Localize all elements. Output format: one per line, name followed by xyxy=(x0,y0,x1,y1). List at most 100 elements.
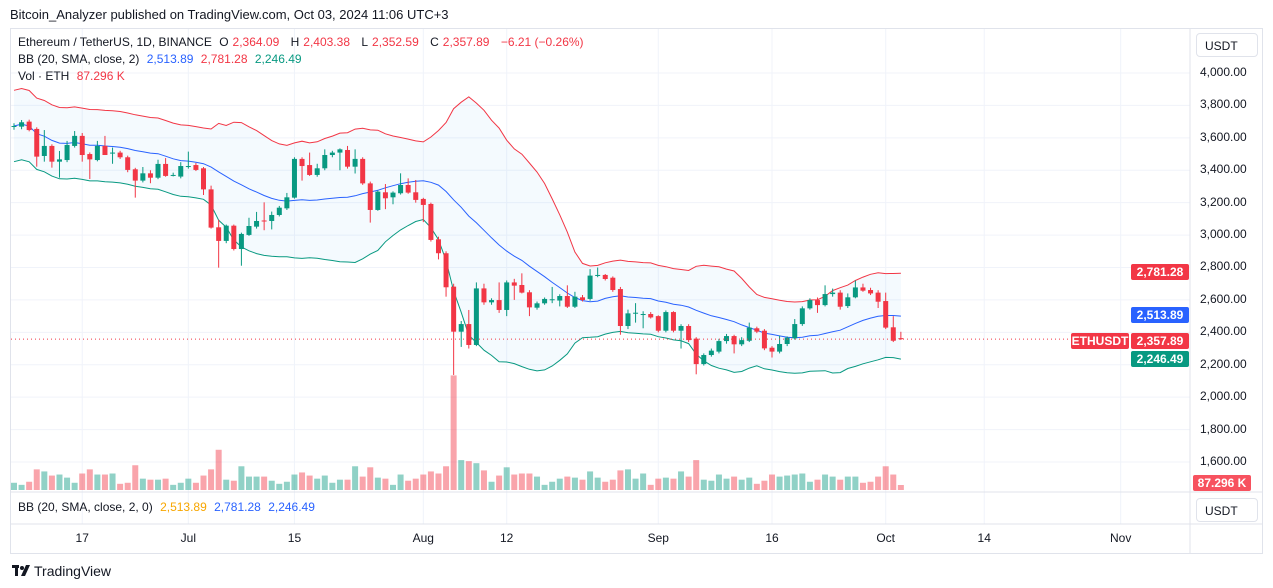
volume-bar xyxy=(753,483,760,490)
candle-body xyxy=(140,173,146,181)
volume-bar xyxy=(837,479,844,490)
candle-body xyxy=(678,326,684,331)
vol-value: 87.296 K xyxy=(76,69,125,83)
candle-body xyxy=(595,274,601,276)
volume-bar xyxy=(139,478,146,490)
volume-bar xyxy=(609,479,616,490)
y-tick-label: 2,200.00 xyxy=(1200,356,1247,371)
volume-bar xyxy=(761,480,768,490)
volume-bar xyxy=(321,475,328,490)
volume-bar xyxy=(18,484,25,490)
candle-body xyxy=(41,145,47,156)
volume-bar xyxy=(192,482,199,490)
volume-bar xyxy=(94,474,101,490)
volume-bar xyxy=(488,481,495,490)
y-tick-label: 2,800.00 xyxy=(1200,259,1247,274)
volume-bar xyxy=(177,482,184,490)
candle-body xyxy=(724,336,730,342)
lower-pane-currency-button[interactable]: USDT xyxy=(1196,498,1258,522)
candle-body xyxy=(110,152,116,154)
currency-button[interactable]: USDT xyxy=(1196,33,1258,57)
candle-body xyxy=(117,152,123,158)
volume-bar xyxy=(746,477,753,490)
candle-body xyxy=(147,173,153,178)
volume-bar xyxy=(397,474,404,490)
candle-body xyxy=(329,152,335,156)
volume-bar xyxy=(700,479,707,490)
candle-body xyxy=(64,144,70,161)
candle-body xyxy=(382,192,388,199)
candle-body xyxy=(94,145,100,161)
volume-bar xyxy=(579,479,586,490)
candle-body xyxy=(526,292,532,308)
candle-body xyxy=(26,121,32,131)
volume-bar xyxy=(897,484,904,490)
candle-body xyxy=(686,326,692,341)
volume-bar xyxy=(215,449,222,490)
bb-label[interactable]: BB (20, SMA, close, 2) xyxy=(18,52,140,66)
bb-upper-line xyxy=(13,87,901,303)
bb-basis-value: 2,513.89 xyxy=(146,52,194,66)
candle-body xyxy=(451,286,457,332)
volume-bar xyxy=(829,476,836,490)
volume-bar xyxy=(374,477,381,490)
y-tick-label: 2,400.00 xyxy=(1200,324,1247,339)
bb-upper-value: 2,781.28 xyxy=(200,52,248,66)
candle-body xyxy=(852,287,858,298)
volume-bar xyxy=(662,477,669,490)
candle-body xyxy=(102,145,108,156)
last-price-label: 2,357.89 xyxy=(1131,333,1189,349)
volume-bar xyxy=(465,461,472,490)
candle-body xyxy=(72,135,78,146)
volume-bar xyxy=(367,467,374,490)
lower-pane-legend: BB (20, SMA, close, 2, 0) 2,513.89 2,781… xyxy=(18,500,319,514)
candle-body xyxy=(201,168,206,190)
volume-bar xyxy=(594,477,601,490)
candle-body xyxy=(458,324,464,332)
candle-body xyxy=(693,338,699,365)
volume-bar xyxy=(33,469,40,490)
x-tick-label: Oct xyxy=(876,531,896,545)
volume-bar xyxy=(617,470,624,490)
y-tick-label: 4,000.00 xyxy=(1200,65,1247,79)
open-number: 2,364.09 xyxy=(232,35,280,49)
y-tick-label: 3,600.00 xyxy=(1200,129,1247,144)
y-tick-label: 3,800.00 xyxy=(1200,97,1247,112)
volume-bar xyxy=(473,463,480,490)
candle-body xyxy=(845,297,851,307)
volume-bar xyxy=(208,469,215,490)
close-label: C xyxy=(430,35,439,49)
volume-bar xyxy=(450,375,457,490)
symbol-title[interactable]: Ethereum / TetherUS, 1D, BINANCE xyxy=(18,35,212,49)
volume-bar xyxy=(715,474,722,490)
volume-bar xyxy=(86,469,93,490)
volume-bar xyxy=(48,475,55,490)
candle-body xyxy=(708,350,714,356)
volume-bar xyxy=(109,473,116,490)
candle-body xyxy=(246,226,252,235)
candle-body xyxy=(49,145,55,162)
candle-body xyxy=(367,183,373,210)
volume-bar xyxy=(799,473,806,490)
volume-bar xyxy=(405,480,412,490)
volume-bar xyxy=(314,478,321,490)
candle-body xyxy=(375,191,381,210)
candle-body xyxy=(170,174,176,176)
candle-body xyxy=(648,314,654,318)
volume-bar xyxy=(875,476,882,490)
candle-body xyxy=(890,327,896,341)
volume-bar xyxy=(503,467,510,490)
volume-bar xyxy=(11,482,17,490)
volume-bar xyxy=(329,482,336,490)
tradingview-logo[interactable]: TradingView xyxy=(12,563,111,579)
candle-body xyxy=(405,184,411,193)
lower-bb-label[interactable]: BB (20, SMA, close, 2, 0) xyxy=(18,500,153,514)
volume-bar xyxy=(26,481,33,490)
volume-bar xyxy=(693,460,700,490)
vol-label[interactable]: Vol · ETH xyxy=(18,69,70,83)
volume-bar xyxy=(708,480,715,490)
volume-bar xyxy=(238,466,245,490)
candle-body xyxy=(390,192,396,198)
volume-bar xyxy=(443,466,450,490)
